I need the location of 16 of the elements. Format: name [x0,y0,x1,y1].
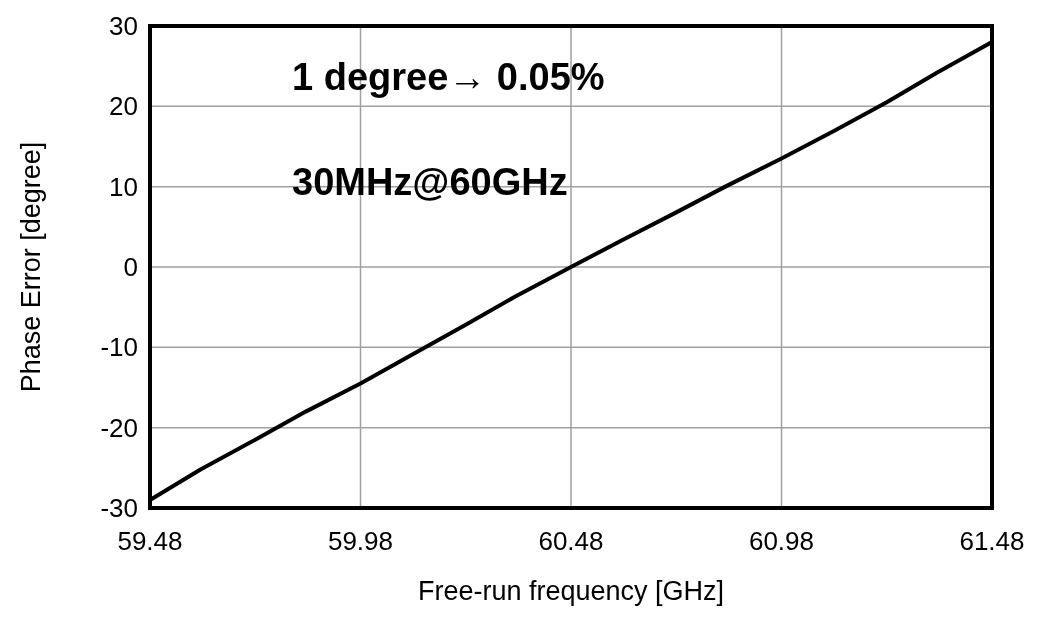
y-tick-label: -10 [100,332,138,363]
x-tick-label: 59.98 [327,526,394,556]
y-tick-label: -30 [100,493,138,524]
y-tick-label: -20 [100,412,138,443]
annotation: 30MHz@60GHz [292,161,568,203]
y-axis-title: Phase Error [degree] [16,141,46,393]
x-tick-label: 60.98 [748,526,815,556]
y-tick-label: 30 [109,11,138,42]
annotation: 1 degree→ 0.05% [292,56,605,98]
x-tick-label: 60.48 [538,526,604,556]
x-tick-label: 59.48 [117,526,183,556]
x-tick-label: 61.48 [959,526,1025,556]
x-axis-title: Free-run frequency [GHz] [417,576,725,606]
y-tick-label: 10 [109,171,138,202]
y-tick-label: 20 [109,91,138,122]
y-tick-label: 0 [123,252,138,283]
